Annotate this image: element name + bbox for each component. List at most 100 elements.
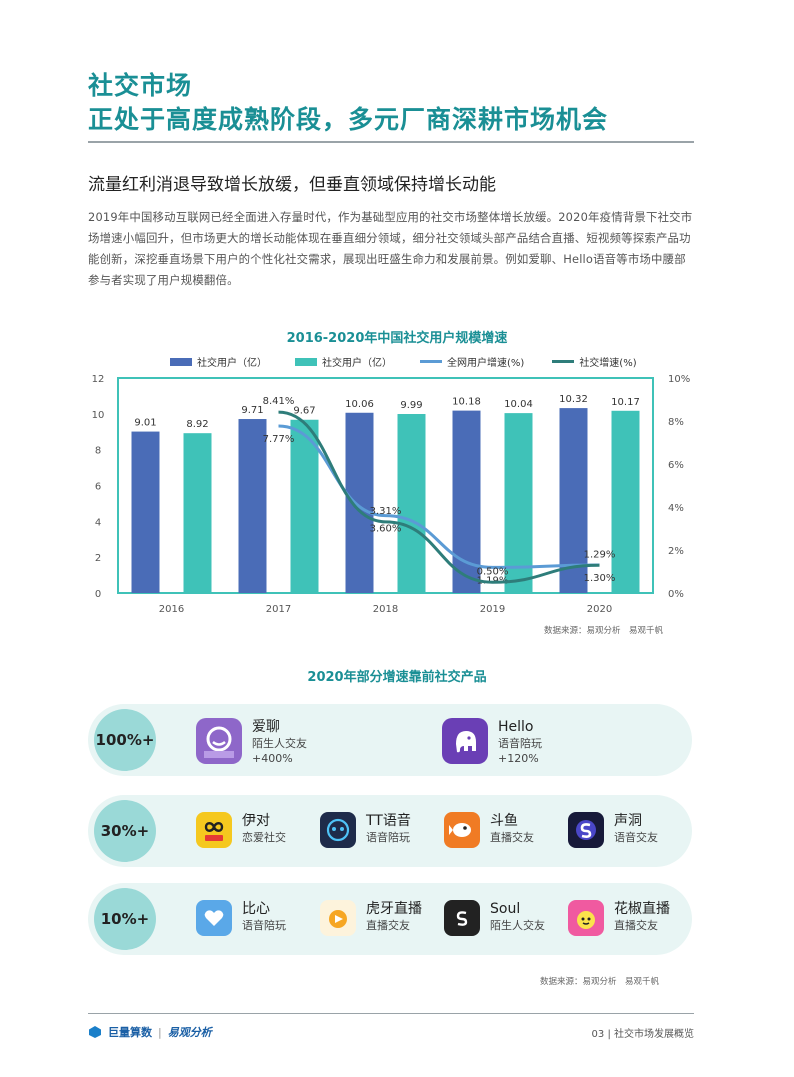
bar (559, 408, 588, 593)
y-right-tick-label: 2% (668, 546, 684, 557)
tier-badge: 100%+ (94, 709, 156, 771)
legend-swatch (552, 360, 575, 363)
legend-item: 社交增速(%) (552, 354, 637, 369)
bar-data-label: 8.92 (186, 419, 208, 430)
body-paragraph: 2019年中国移动互联网已经全面进入存量时代，作为基础型应用的社交市场整体增长放… (88, 210, 693, 287)
bar (290, 419, 319, 593)
footer-logo-juliang: 巨量算数 (108, 1026, 152, 1039)
x-tick-label: 2016 (159, 604, 184, 615)
x-tick-label: 2018 (373, 604, 398, 615)
y-right-tick-label: 6% (668, 460, 684, 471)
chart-legend: 社交用户（亿） 社交用户（亿） 全网用户增速(%) 社交增速(%) (170, 354, 650, 369)
app-desc: 语音陪玩 (242, 919, 286, 932)
app-desc: 恋爱社交 (242, 831, 286, 844)
legend-label: 社交用户（亿） (322, 358, 392, 369)
app-desc: 直播交友 (366, 919, 410, 932)
app-name: Hello (498, 719, 534, 735)
bar (345, 412, 374, 593)
app-card-soul: Soul 陌生人交友 (444, 900, 545, 936)
line-data-label: 7.77% (263, 434, 295, 445)
y-left-tick-label: 6 (95, 482, 101, 493)
line-data-label: 8.41% (263, 396, 295, 407)
line-data-label: 3.60% (370, 524, 402, 535)
footer-logo-analysys: 易观分析 (167, 1026, 212, 1039)
app-card-ailiao: 爱聊 陌生人交友 +400% (196, 718, 307, 766)
app-card-yidui: 伊对 恋爱社交 (196, 812, 286, 848)
juliang-logo-icon (89, 1026, 101, 1038)
app-card-ttyuyin: TT语音 语音陪玩 (320, 812, 411, 848)
line-data-label: 3.31% (370, 506, 402, 517)
face-icon (568, 900, 604, 936)
app-name: 比心 (242, 901, 270, 917)
line-data-label: 1.30% (584, 573, 616, 584)
infinity-icon (196, 812, 232, 848)
chat-bubble-icon (196, 718, 242, 764)
fish-icon (444, 812, 480, 848)
legend-label: 社交用户（亿） (197, 358, 267, 369)
app-card-huajiao: 花椒直播 直播交友 (568, 900, 670, 936)
x-tick-label: 2019 (480, 604, 505, 615)
bar (504, 413, 533, 593)
app-desc: 语音陪玩 (498, 737, 542, 750)
footer-divider (88, 1013, 694, 1014)
robot-face-icon (320, 812, 356, 848)
tiger-icon (320, 900, 356, 936)
app-card-hello: Hello 语音陪玩 +120% (442, 718, 542, 766)
legend-item: 社交用户（亿） (170, 354, 267, 369)
y-left-tick-label: 4 (95, 517, 101, 528)
footer-logos: 巨量算数 | 易观分析 (88, 1024, 212, 1040)
tier-band-100 (88, 704, 692, 776)
app-growth: +120% (498, 752, 539, 765)
app-desc: 陌生人交友 (490, 919, 545, 932)
page-title-line2: 正处于高度成熟阶段，多元厂商深耕市场机会 (88, 105, 609, 134)
header-divider (88, 141, 694, 143)
y-right-tick-label: 8% (668, 417, 684, 428)
bar-data-label: 10.06 (345, 399, 374, 410)
app-card-bixin: 比心 语音陪玩 (196, 900, 286, 936)
app-name: TT语音 (366, 813, 411, 829)
y-left-tick-label: 0 (95, 589, 101, 600)
soul-logo-icon (444, 900, 480, 936)
footer-separator: | (158, 1025, 162, 1039)
bar-data-label: 9.71 (241, 405, 263, 416)
y-left-tick-label: 2 (95, 553, 101, 564)
bar-data-label: 9.67 (293, 406, 315, 417)
app-name: 花椒直播 (614, 901, 670, 917)
line-data-label: 1.29% (584, 549, 616, 560)
app-name: 虎牙直播 (366, 901, 422, 917)
y-left-tick-label: 8 (95, 446, 101, 457)
bar-data-label: 9.99 (400, 400, 422, 411)
bar-data-label: 10.17 (611, 397, 640, 408)
chart-source: 数据来源：易观分析 易观千帆 (544, 626, 664, 636)
app-desc: 陌生人交友 (252, 737, 307, 750)
section-subtitle: 流量红利消退导致增长放缓，但垂直领域保持增长动能 (88, 175, 496, 195)
legend-item: 全网用户增速(%) (420, 354, 524, 369)
bar (238, 419, 267, 593)
bar (611, 410, 640, 593)
user-growth-chart: 0 2 4 6 8 10 12 0% 2% 4% 6% 8% 10% 2016 2017 2018 2019 20… (92, 374, 691, 615)
app-desc: 语音交友 (614, 831, 658, 844)
app-card-shengdong: 声洞 语音交友 (568, 812, 658, 848)
y-right-tick-label: 0% (668, 589, 684, 600)
app-card-huya: 虎牙直播 直播交友 (320, 900, 422, 936)
app-desc: 语音陪玩 (366, 831, 410, 844)
chart-title: 2016-2020年中国社交用户规模增速 (286, 331, 508, 346)
legend-swatch (420, 360, 442, 363)
app-name: 伊对 (242, 813, 270, 829)
app-card-douyu: 斗鱼 直播交友 (444, 812, 534, 848)
x-tick-label: 2020 (587, 604, 612, 615)
legend-label: 全网用户增速(%) (447, 358, 525, 369)
footer-page-label: 03 | 社交市场发展概览 (591, 1029, 694, 1040)
legend-label: 社交增速(%) (579, 358, 637, 369)
bar (131, 431, 160, 593)
tier-badge: 30%+ (94, 800, 156, 862)
tier-badge: 10%+ (94, 888, 156, 950)
series-line (278, 410, 600, 584)
y-left-tick-label: 12 (92, 374, 105, 385)
legend-item: 社交用户（亿） (295, 354, 392, 369)
plot-frame (117, 377, 654, 594)
app-name: 声洞 (614, 813, 642, 829)
app-growth: +400% (252, 752, 293, 765)
bar (397, 414, 426, 593)
page-title-line1: 社交市场 (88, 71, 193, 100)
